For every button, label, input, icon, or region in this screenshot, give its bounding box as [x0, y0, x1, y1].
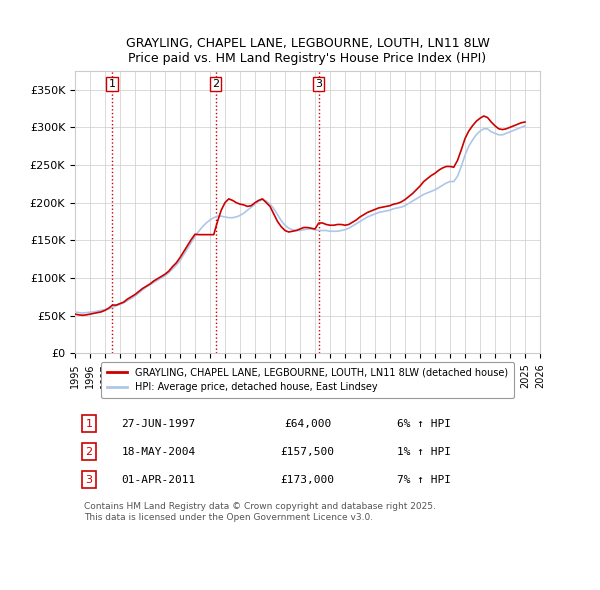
Text: 3: 3 [315, 79, 322, 89]
Legend: GRAYLING, CHAPEL LANE, LEGBOURNE, LOUTH, LN11 8LW (detached house), HPI: Average: GRAYLING, CHAPEL LANE, LEGBOURNE, LOUTH,… [101, 362, 514, 398]
Text: £64,000: £64,000 [284, 418, 331, 428]
Text: Contains HM Land Registry data © Crown copyright and database right 2025.
This d: Contains HM Land Registry data © Crown c… [84, 503, 436, 522]
Title: GRAYLING, CHAPEL LANE, LEGBOURNE, LOUTH, LN11 8LW
Price paid vs. HM Land Registr: GRAYLING, CHAPEL LANE, LEGBOURNE, LOUTH,… [125, 38, 490, 65]
Text: £173,000: £173,000 [281, 474, 335, 484]
Text: 7% ↑ HPI: 7% ↑ HPI [397, 474, 451, 484]
Text: 2: 2 [85, 447, 92, 457]
Text: £157,500: £157,500 [281, 447, 335, 457]
Text: 01-APR-2011: 01-APR-2011 [122, 474, 196, 484]
Text: 1: 1 [109, 79, 116, 89]
Text: 18-MAY-2004: 18-MAY-2004 [122, 447, 196, 457]
Text: 3: 3 [85, 474, 92, 484]
Text: 6% ↑ HPI: 6% ↑ HPI [397, 418, 451, 428]
Text: 27-JUN-1997: 27-JUN-1997 [122, 418, 196, 428]
Text: 1: 1 [85, 418, 92, 428]
Text: 2: 2 [212, 79, 219, 89]
Text: 1% ↑ HPI: 1% ↑ HPI [397, 447, 451, 457]
